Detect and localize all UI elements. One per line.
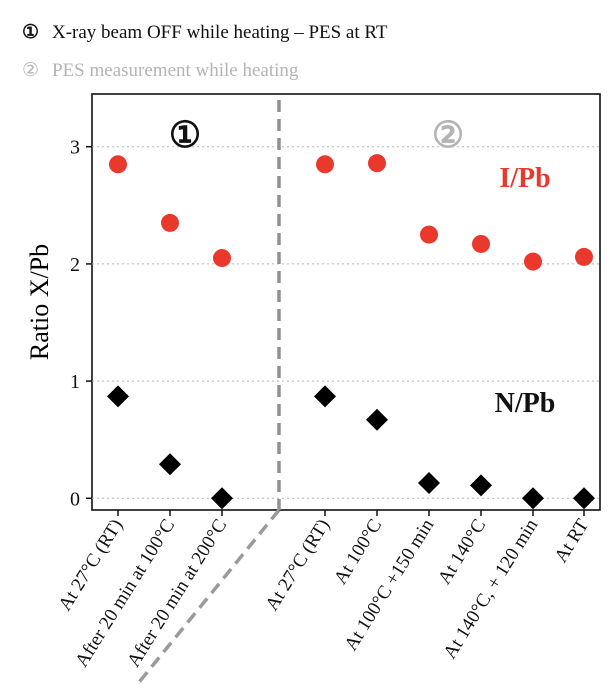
x-tick-label: At 140°C	[434, 516, 490, 589]
npb-point	[418, 472, 440, 495]
y-axis-title: Ratio X/Pb	[25, 244, 54, 360]
panel-marker-1: ①	[169, 115, 201, 155]
ipb-point	[213, 249, 231, 268]
y-axis-ticks: 0 1 2 3	[70, 137, 92, 510]
legend-symbol-2: ②	[22, 60, 39, 81]
x-tick-label: After 20 min at 100°C	[71, 516, 179, 671]
legend-text-2: PES measurement while heating	[52, 60, 299, 81]
x-tick-label: At RT	[551, 515, 594, 566]
y-tick-label: 3	[70, 137, 80, 159]
npb-point	[314, 385, 336, 408]
npb-point	[573, 487, 595, 510]
ipb-point	[109, 155, 127, 174]
y-tick-label: 0	[70, 488, 80, 510]
x-tick-label: At 140°C, + 120 min	[439, 515, 542, 662]
ipb-point	[524, 252, 542, 271]
series-label-ipb: I/Pb	[499, 163, 550, 194]
series-label-npb: N/Pb	[495, 388, 556, 419]
legend-text-1: X-ray beam OFF while heating – PES at RT	[52, 22, 388, 43]
x-tick-label: After 20 min at 200°C	[123, 516, 231, 671]
npb-point	[522, 487, 544, 510]
grid	[92, 146, 600, 499]
plot-area	[91, 93, 601, 511]
legend-symbol-1: ①	[22, 22, 39, 43]
legend: ① X-ray beam OFF while heating – PES at …	[22, 22, 388, 81]
npb-point	[366, 408, 388, 431]
ipb-point	[472, 234, 490, 253]
data-marks	[107, 154, 595, 510]
npb-point	[211, 487, 233, 510]
ipb-point	[316, 155, 334, 174]
npb-point	[159, 453, 181, 476]
npb-point	[470, 474, 492, 497]
y-tick-label: 1	[70, 371, 80, 393]
y-tick-label: 2	[70, 254, 80, 276]
ipb-point	[420, 225, 438, 244]
panel-marker-2: ②	[432, 115, 464, 155]
x-tick-label: At 100°C	[330, 516, 386, 589]
ipb-point	[575, 247, 593, 266]
x-tick-label: At 27°C (RT)	[262, 516, 335, 615]
ipb-point	[368, 154, 386, 173]
ipb-point	[161, 213, 179, 232]
npb-point	[107, 385, 129, 408]
